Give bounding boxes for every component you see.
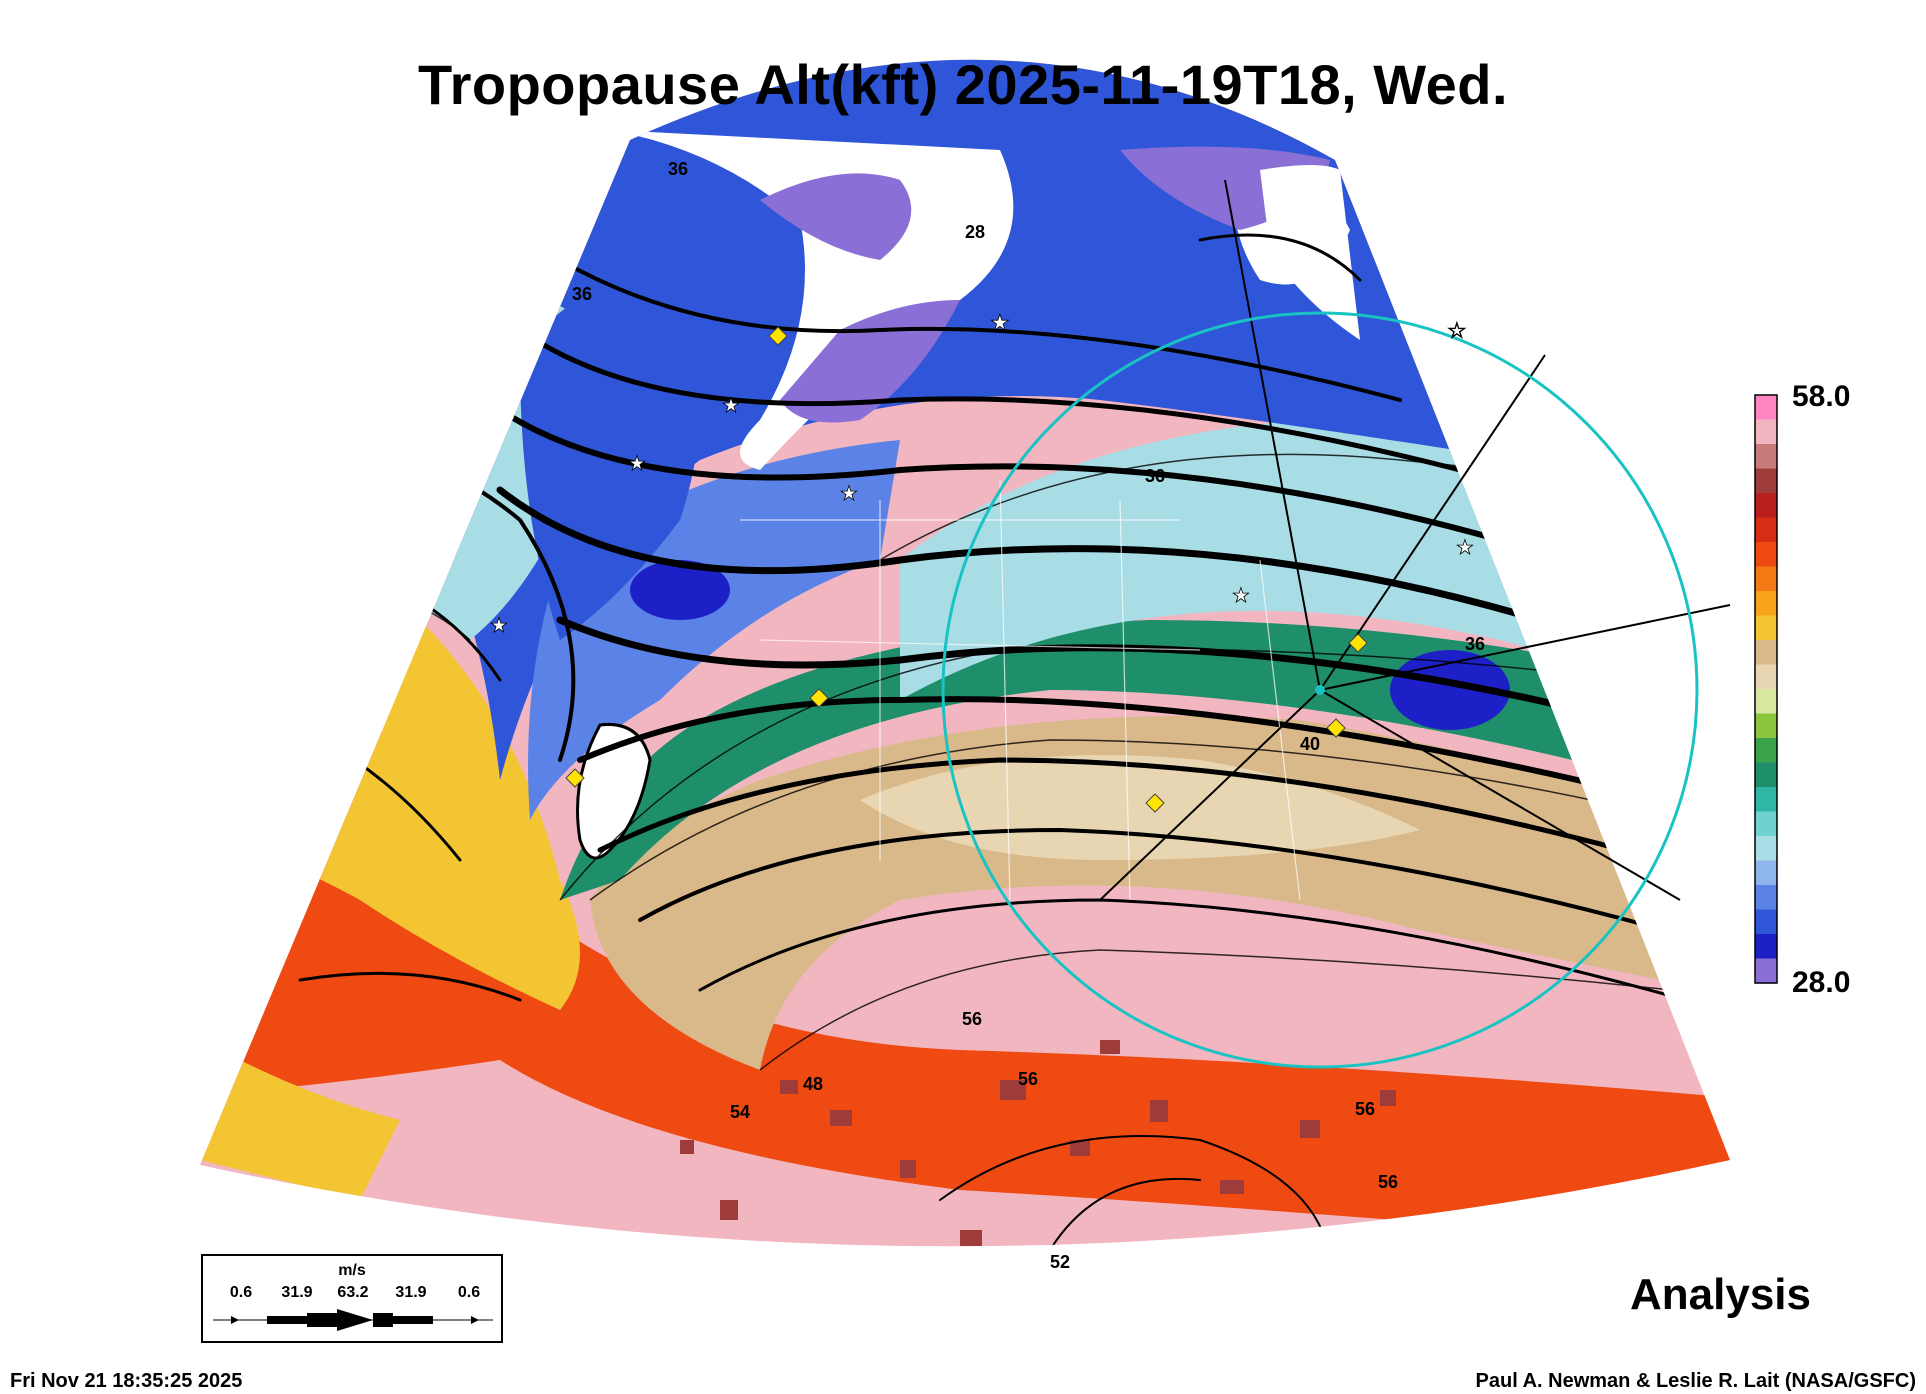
star-markers: ★ ★ ★ ★ ★ ★ ★ ☆ xyxy=(490,310,1475,638)
marker-diamond xyxy=(768,326,788,346)
circle-center xyxy=(1315,685,1325,695)
colorbar-max-label: 58.0 xyxy=(1792,380,1851,413)
marker-star: ★ xyxy=(990,310,1010,335)
marker-diamond xyxy=(1348,633,1368,653)
marker-star: ★ xyxy=(722,395,740,417)
marker-star: ★ xyxy=(1232,585,1250,607)
marker-diamond xyxy=(565,768,585,788)
analysis-label: Analysis xyxy=(1630,1270,1811,1319)
streamlines xyxy=(218,233,1722,1247)
contour-label: 56 xyxy=(1378,1172,1398,1192)
colorbar-swatch xyxy=(1755,395,1777,421)
colorbar-swatch xyxy=(1755,738,1777,764)
contour-label: 36 xyxy=(668,159,688,179)
colorbar-swatch xyxy=(1755,468,1777,494)
cross-section-lines xyxy=(1099,179,1731,901)
colorbar-min-label: 28.0 xyxy=(1792,966,1851,999)
contour-label: 56 xyxy=(1018,1069,1038,1089)
contour-label: 36 xyxy=(1145,466,1165,486)
contour-label: 40 xyxy=(1300,734,1320,754)
colorbar-swatch xyxy=(1755,542,1777,568)
marker-star: ★ xyxy=(628,453,646,475)
colorbar-swatch xyxy=(1755,762,1777,788)
contour-label: 28 xyxy=(965,222,985,242)
speckle-cells xyxy=(680,1040,1396,1246)
colorbar-swatch xyxy=(1755,566,1777,592)
contour-label: 48 xyxy=(803,1074,823,1094)
colorbar-swatch xyxy=(1755,419,1777,445)
marker-diamond xyxy=(1145,793,1165,813)
wind-legend: m/s 0.6 31.9 63.2 31.9 0.6 xyxy=(201,1254,503,1343)
colorbar-swatch xyxy=(1755,689,1777,715)
colorbar-swatch xyxy=(1755,811,1777,837)
marker-diamond xyxy=(809,688,829,708)
marker-star: ★ xyxy=(1456,537,1474,559)
colorbar-swatch xyxy=(1755,885,1777,911)
colorbar-swatch xyxy=(1755,493,1777,519)
colorbar-swatch xyxy=(1755,860,1777,886)
colorbar-swatch xyxy=(1755,934,1777,960)
wind-legend-value: 0.6 xyxy=(229,1284,253,1301)
colorbar-swatch xyxy=(1755,517,1777,543)
contour-label: 36 xyxy=(572,284,592,304)
contour-label-group: 36 28 36 36 40 48 56 56 56 56 54 52 36 xyxy=(572,159,1485,1272)
colorbar-swatch xyxy=(1755,640,1777,666)
colorbar-swatch xyxy=(1755,836,1777,862)
wind-legend-value: 63.2 xyxy=(337,1284,369,1301)
contour-label: 54 xyxy=(730,1102,750,1122)
marker-star: ★ xyxy=(490,615,508,637)
wind-legend-unit: m/s xyxy=(338,1262,366,1279)
wind-legend-value: 0.6 xyxy=(457,1284,481,1301)
colorbar-swatch xyxy=(1755,958,1777,984)
colorbar-swatch xyxy=(1755,615,1777,641)
marker-diamond xyxy=(1326,718,1346,738)
boundaries xyxy=(740,479,1301,901)
contour-label: 56 xyxy=(962,1009,982,1029)
wind-legend-value: 31.9 xyxy=(395,1284,427,1301)
colorbar-swatch xyxy=(1755,664,1777,690)
colorbar-swatch xyxy=(1755,444,1777,470)
colorbar-swatch xyxy=(1755,591,1777,617)
contour-label: 56 xyxy=(1355,1099,1375,1119)
wind-legend-value: 31.9 xyxy=(281,1284,313,1301)
range-circle xyxy=(941,311,1699,1069)
wind-legend-arrow xyxy=(213,1309,493,1331)
marker-star: ☆ xyxy=(1447,318,1467,343)
diamond-markers xyxy=(565,326,1368,813)
contour-label: 52 xyxy=(1050,1252,1070,1272)
colorbar-swatch xyxy=(1755,787,1777,813)
marker-star: ★ xyxy=(840,483,858,505)
colorbar-swatch xyxy=(1755,713,1777,739)
colorbar-swatch xyxy=(1755,909,1777,935)
footer-timestamp: Fri Nov 21 18:35:25 2025 xyxy=(10,1370,243,1392)
colorbar xyxy=(1755,395,1777,984)
colorbar-frame xyxy=(1754,394,1778,984)
footer-credit: Paul A. Newman & Leslie R. Lait (NASA/GS… xyxy=(1475,1370,1916,1392)
contour-label: 36 xyxy=(1465,634,1485,654)
page-title: Tropopause Alt(kft) 2025-11-19T18, Wed. xyxy=(417,53,1509,116)
